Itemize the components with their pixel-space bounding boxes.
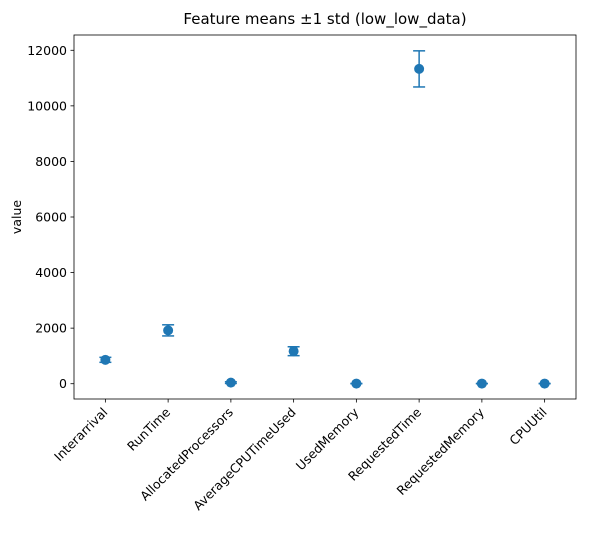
data-point: [163, 325, 174, 336]
y-tick-label: 0: [59, 376, 67, 391]
x-tick-label: Interarrival: [51, 405, 110, 464]
data-point: [476, 378, 487, 389]
y-axis-label: value: [9, 200, 24, 234]
y-tick-label: 6000: [35, 210, 67, 225]
y-tick-label: 8000: [35, 154, 67, 169]
plot-content: 0 2000 4000 6000 8000 10000 12000 Interarrival R…: [27, 43, 551, 514]
data-point: [351, 378, 362, 389]
x-tick-label: UsedMemory: [293, 404, 362, 473]
x-tick-label: CPUUtil: [506, 405, 549, 448]
y-tick-label: 4000: [35, 265, 67, 280]
data-point: [100, 354, 111, 365]
y-tick-label: 2000: [35, 321, 67, 336]
y-tick-label: 10000: [27, 98, 67, 113]
data-point: [288, 346, 299, 357]
plot-frame: [73, 34, 577, 400]
x-tick-label: RunTime: [124, 404, 173, 453]
data-point: [225, 377, 236, 388]
y-tick-label: 12000: [27, 43, 67, 58]
data-point: [539, 378, 550, 389]
data-point: [414, 63, 425, 74]
x-tick-label: AverageCPUTimeUsed: [190, 405, 299, 514]
chart-title: Feature means ±1 std (low_low_data): [183, 10, 466, 29]
